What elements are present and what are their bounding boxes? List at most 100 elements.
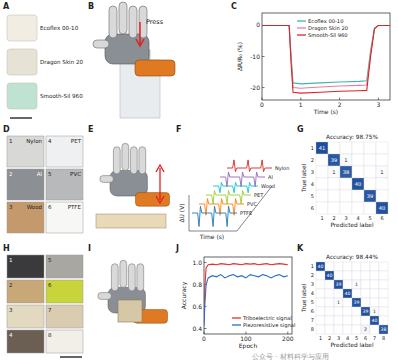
- cell: [361, 271, 370, 280]
- cell: [325, 298, 334, 307]
- robot-hand: [98, 260, 168, 323]
- cell: [343, 262, 352, 271]
- cell: [343, 316, 352, 325]
- cell: [328, 142, 340, 154]
- x-tick-label: 1: [299, 101, 303, 108]
- cell: [352, 190, 364, 202]
- y-tick: [204, 262, 207, 263]
- y-tick-label: 6: [311, 205, 314, 211]
- legend-entry: Triboelectric signal: [242, 315, 292, 322]
- y-axis-label: ΔU (V): [178, 203, 185, 222]
- material-number: 3: [9, 307, 13, 313]
- cell-value: 40: [318, 264, 324, 269]
- legend-entry: Smooth-Sil 960: [308, 32, 348, 38]
- cell: [316, 271, 325, 280]
- cell-value: 39: [363, 309, 369, 314]
- cell-value: 40: [355, 181, 362, 187]
- cell: [316, 289, 325, 298]
- cell: [361, 325, 370, 334]
- y-tick-label: 1: [311, 263, 314, 269]
- panel-letter: C: [231, 2, 237, 11]
- cell: [352, 178, 364, 190]
- y-tick-label: 8: [311, 326, 314, 332]
- panel-letter: K: [297, 244, 304, 253]
- cell: [361, 298, 370, 307]
- cell: [376, 166, 388, 178]
- legend-entry: Dragon Skin 20: [308, 25, 348, 32]
- finger: [120, 260, 127, 287]
- arrow: [156, 165, 164, 203]
- material-name: Dragon Skin 20: [40, 59, 84, 66]
- cell: [361, 280, 370, 289]
- cell: [325, 271, 334, 280]
- y-tick-label: 2: [311, 157, 314, 163]
- finger: [130, 147, 137, 174]
- thumb: [100, 176, 114, 183]
- y-tick: [262, 56, 265, 57]
- cell: [340, 154, 352, 166]
- cell: [364, 154, 376, 166]
- material-number: 7: [48, 307, 52, 313]
- cell-value: 41: [319, 145, 326, 151]
- cell: [334, 280, 343, 289]
- series-line: [192, 206, 237, 226]
- cell: [316, 202, 328, 214]
- thumb: [98, 293, 112, 300]
- cell: [328, 154, 340, 166]
- panel-letter: E: [88, 125, 93, 134]
- finger: [109, 6, 117, 38]
- cell: [340, 202, 352, 214]
- cell: [328, 190, 340, 202]
- y-axis-label: True label: [301, 164, 307, 194]
- cell: [376, 190, 388, 202]
- material-photo: [46, 202, 83, 233]
- material-number: 1: [9, 138, 13, 144]
- arm: [136, 193, 170, 207]
- material-name: PET: [71, 138, 82, 144]
- cell: [352, 202, 364, 214]
- y-tick: [262, 87, 265, 88]
- panel-letter: H: [3, 244, 10, 253]
- cell: [340, 142, 352, 154]
- cell: [328, 178, 340, 190]
- x-tick-label: 2: [332, 215, 335, 221]
- cell: [316, 298, 325, 307]
- panel-letter: A: [3, 2, 10, 11]
- cell: [340, 178, 352, 190]
- x-axis: [189, 231, 237, 232]
- cell: [334, 271, 343, 280]
- cell-value: 1: [332, 169, 335, 175]
- y-tick-label: -20: [250, 84, 260, 91]
- cell: [376, 154, 388, 166]
- material-photo: [7, 305, 44, 328]
- finger: [111, 264, 118, 291]
- y-tick-label: -10: [250, 53, 260, 60]
- y-tick-label: 5: [311, 193, 314, 199]
- palm: [110, 171, 147, 197]
- robot-hand: [100, 143, 170, 206]
- cell: [379, 280, 388, 289]
- y-tick-label: 3: [311, 281, 314, 287]
- material-photo: [46, 280, 83, 303]
- x-axis-label: Time (s): [199, 233, 224, 240]
- material-name: PVC: [70, 171, 81, 177]
- x-tick-label: 0: [202, 335, 206, 342]
- cell: [379, 262, 388, 271]
- cell: [352, 307, 361, 316]
- x-tick-label: 8: [382, 335, 385, 341]
- series-line: [227, 160, 272, 172]
- cell: [325, 289, 334, 298]
- cell: [316, 166, 328, 178]
- cell: [352, 166, 364, 178]
- cell: [370, 289, 379, 298]
- series-line: [213, 182, 258, 192]
- legend-swatch: [297, 34, 306, 35]
- cell: [340, 166, 352, 178]
- cell: [325, 280, 334, 289]
- cell: [352, 142, 364, 154]
- finger: [129, 6, 137, 38]
- cell: [361, 289, 370, 298]
- cell: [352, 262, 361, 271]
- scale-bar: [10, 117, 32, 118]
- material-photo: [7, 202, 44, 233]
